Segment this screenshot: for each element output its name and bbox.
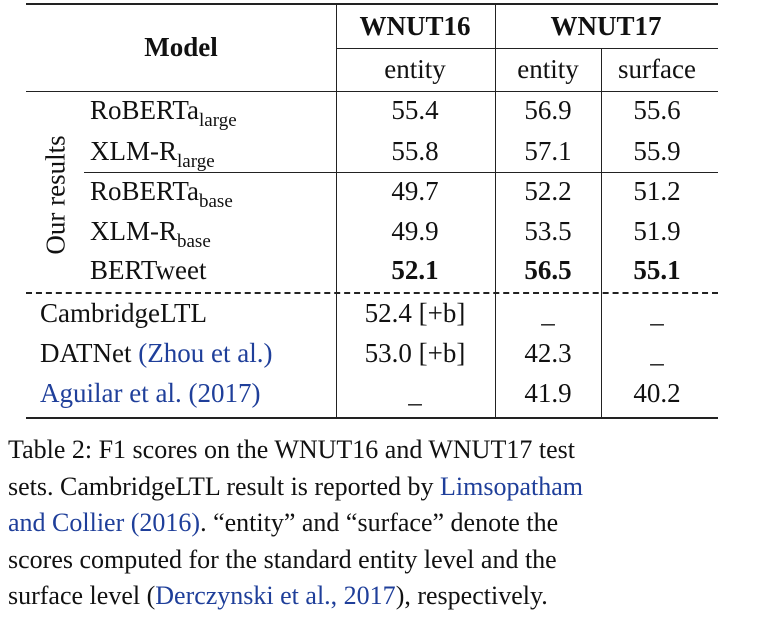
header-model: Model (144, 32, 218, 62)
row-model-cambridgeltl: CambridgeLTL (40, 298, 207, 328)
cell-w17-surface: 55.1 (633, 255, 681, 285)
citation-link-collier[interactable]: and Collier (2016) (8, 508, 201, 537)
cell-w17-entity: 52.2 (524, 176, 572, 206)
cell-w17-surface: 55.9 (633, 136, 681, 166)
citation-link-zhou[interactable]: (Zhou et al.) (138, 338, 273, 368)
cell-w17-surface: 40.2 (633, 378, 681, 408)
vline-model (336, 3, 337, 417)
row-model-roberta-large: RoBERTalarge (90, 95, 237, 131)
cell-w16-entity: 49.9 (391, 216, 439, 246)
header-entity-wnut16: entity (384, 54, 446, 84)
caption-line: surface level (Derczynski et al., 2017),… (8, 581, 548, 610)
header-wnut16: WNUT16 (359, 11, 471, 41)
row-model-xlmr-large: XLM-Rlarge (90, 136, 215, 172)
cell-w17-surface: 51.2 (633, 176, 681, 206)
cell-w16-entity: 52.4 [+b] (364, 298, 466, 328)
cell-w16-entity: 49.7 (391, 176, 439, 206)
table-caption: Table 2: F1 scores on the WNUT16 and WNU… (8, 432, 760, 615)
cell-w17-surface: _ (650, 298, 664, 328)
results-table: Model WNUT16 WNUT17 entity entity surfac… (26, 3, 718, 419)
cell-w17-entity: 57.1 (524, 136, 572, 166)
caption-line: scores computed for the standard entity … (8, 544, 557, 574)
cell-w17-surface: 51.9 (633, 216, 681, 246)
cell-w17-entity: 41.9 (524, 378, 572, 408)
rule-subheader (336, 48, 718, 49)
vline-wnut17 (495, 3, 496, 417)
citation-link-derczynski[interactable]: Derczynski et al., 2017 (155, 581, 396, 610)
caption-line: and Collier (2016). “entity” and “surfac… (8, 508, 559, 537)
cell-w16-entity: _ (408, 378, 422, 408)
row-model-datnet: DATNet (Zhou et al.) (40, 338, 273, 368)
caption-line: sets. CambridgeLTL result is reported by… (8, 471, 584, 501)
row-model-xlmr-base: XLM-Rbase (90, 216, 211, 252)
cell-w16-entity: 55.8 (391, 136, 439, 166)
cell-w17-entity: 53.5 (524, 216, 572, 246)
citation-link-limsopatham[interactable]: Limsopatham (440, 471, 584, 501)
header-surface-wnut17: surface (618, 54, 696, 84)
citation-link-aguilar[interactable]: Aguilar et al. (2017) (40, 378, 261, 408)
cell-w17-entity: _ (541, 298, 555, 328)
rule-top (26, 3, 718, 5)
cell-w16-entity: 53.0 [+b] (364, 338, 466, 368)
cell-w17-entity: 56.9 (524, 95, 572, 125)
cell-w17-entity: 42.3 (524, 338, 572, 368)
caption-line: Table 2: F1 scores on the WNUT16 and WNU… (8, 435, 575, 464)
rule-dashed (26, 292, 718, 294)
cell-w17-surface: _ (650, 338, 664, 368)
cell-w17-surface: 55.6 (633, 95, 681, 125)
rule-bottom (26, 417, 718, 419)
rule-large-base (84, 172, 718, 173)
rule-header (26, 91, 718, 92)
header-wnut17: WNUT17 (550, 11, 662, 41)
group-label-our-results: Our results (40, 135, 71, 255)
row-model-bertweet: BERTweet (90, 255, 207, 285)
cell-w16-entity: 55.4 (391, 95, 439, 125)
header-entity-wnut17: entity (517, 54, 579, 84)
row-model-roberta-base: RoBERTabase (90, 176, 233, 212)
cell-w17-entity: 56.5 (524, 255, 572, 285)
vline-surface (601, 48, 602, 417)
cell-w16-entity: 52.1 (391, 255, 439, 285)
